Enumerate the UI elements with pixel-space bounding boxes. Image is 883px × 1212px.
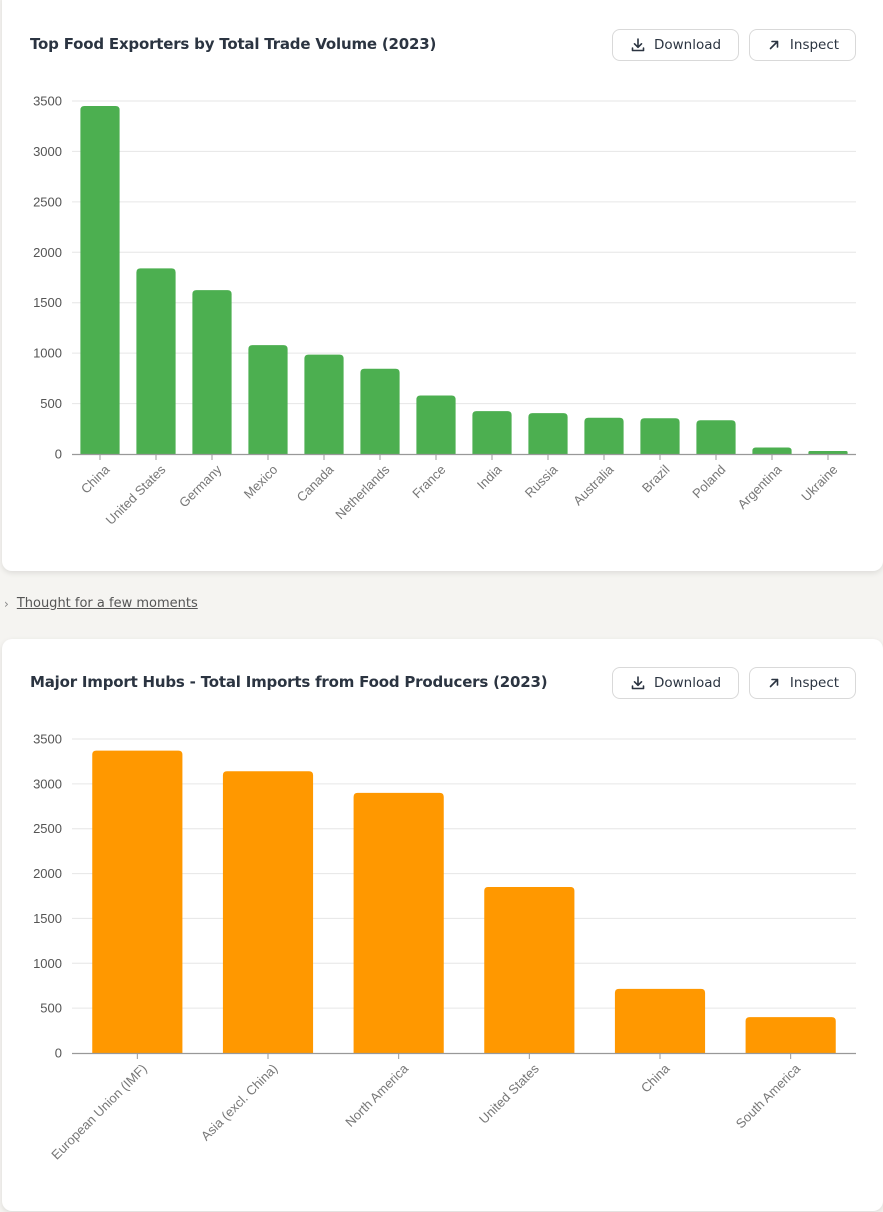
x-tick-label: China [638,1060,673,1095]
bar[interactable] [752,447,792,454]
x-tick-label: Australia [570,461,617,508]
x-tick-label: Asia (excl. China) [198,1061,281,1144]
bar[interactable] [696,420,736,454]
y-tick-label: 0 [55,1046,62,1061]
arrow-up-right-icon [769,678,779,688]
y-tick-label: 1000 [33,956,62,971]
y-tick-label: 2000 [33,866,62,881]
bar[interactable] [136,268,176,454]
x-tick-label: India [474,461,505,492]
bar[interactable] [472,411,512,454]
x-tick-label: Mexico [241,462,281,502]
inspect-button[interactable]: Inspect [749,29,856,61]
importers-chart-card: Major Import Hubs - Total Imports from F… [2,639,883,1211]
x-tick-label: North America [342,1060,411,1129]
x-tick-label: Brazil [639,462,673,496]
inspect-label: Inspect [789,37,840,53]
x-tick-label: China [78,461,113,496]
bar[interactable] [808,450,848,454]
y-tick-label: 2000 [33,245,62,260]
y-tick-label: 500 [40,396,62,411]
exporters-bar-chart: 0 500 1000 1500 2000 2500 3000 3500 ChinaUnited … [33,94,856,528]
bar[interactable] [304,354,344,454]
inspect-label: Inspect [789,675,840,691]
bar[interactable] [528,413,568,454]
importers-bar-chart: 0 500 1000 1500 2000 2500 3000 3500 European Uni… [33,732,856,1163]
inspect-button[interactable]: Inspect [749,667,856,699]
bar[interactable] [92,750,183,1053]
y-tick-label: 2500 [33,821,62,836]
x-tick-label: United States [476,1061,542,1127]
download-label: Download [653,675,722,691]
x-tick-label: Canada [294,461,337,504]
y-tick-label: 3000 [33,144,62,159]
chart-title: Major Import Hubs - Total Imports from F… [30,673,548,691]
bar[interactable] [745,1017,836,1053]
bar[interactable] [192,290,232,454]
bar[interactable] [248,345,288,454]
chevron-right-icon: › [4,596,9,611]
y-tick-label: 1500 [33,911,62,926]
exporters-chart-card: Top Food Exporters by Total Trade Volume… [2,0,883,571]
x-tick-label: Netherlands [332,462,393,523]
y-tick-label: 2500 [33,194,62,209]
x-tick-label: Poland [689,462,728,501]
bar[interactable] [614,988,706,1053]
x-tick-label: Russia [522,461,561,500]
bar[interactable] [584,417,624,454]
x-tick-label: United States [103,462,169,528]
thought-label: Thought for a few moments [16,596,198,611]
download-icon [631,38,645,52]
download-button[interactable]: Download [612,667,739,699]
y-tick-label: 3000 [33,776,62,791]
bar[interactable] [80,106,120,455]
x-tick-label: South America [733,1060,804,1131]
arrow-up-right-icon [769,40,779,50]
download-icon [631,676,645,690]
bar[interactable] [640,418,680,454]
y-tick-label: 500 [40,1001,62,1016]
x-tick-label: Germany [176,462,225,511]
bar[interactable] [416,395,456,454]
y-tick-label: 1000 [33,346,62,361]
download-button[interactable]: Download [612,29,739,61]
x-tick-label: European Union (IMF) [48,1061,150,1163]
x-tick-label: France [409,462,448,501]
download-label: Download [653,37,722,53]
thought-toggle[interactable]: › Thought for a few moments [4,596,198,611]
y-tick-label: 3500 [33,732,62,747]
y-tick-label: 3500 [33,94,62,109]
y-tick-label: 0 [55,447,62,462]
x-tick-label: Argentina [735,461,786,512]
bar[interactable] [484,887,575,1053]
chart-title: Top Food Exporters by Total Trade Volume… [30,35,437,53]
x-tick-label: Ukraine [798,462,840,504]
y-tick-label: 1500 [33,295,62,310]
bar[interactable] [222,771,314,1053]
bar[interactable] [360,368,400,454]
bar[interactable] [353,792,444,1053]
